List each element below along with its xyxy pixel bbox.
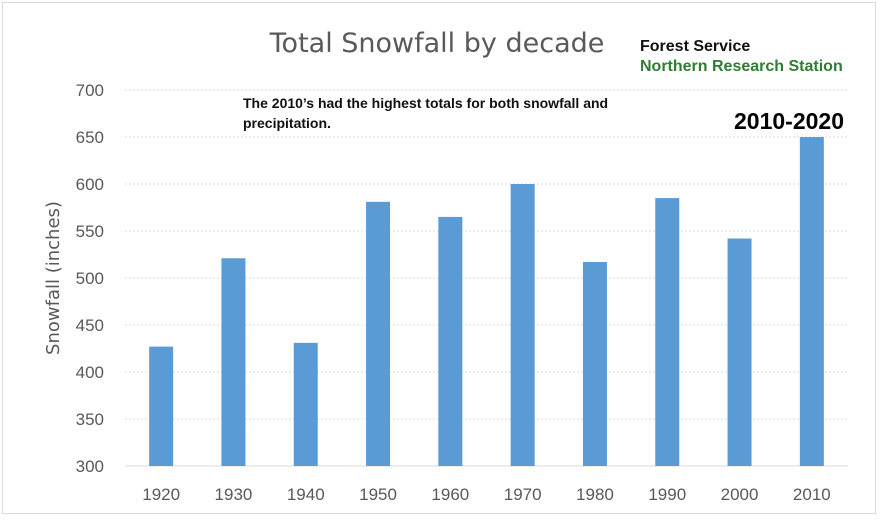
bar-1920 — [149, 346, 174, 466]
x-tick-label-1990: 1990 — [648, 485, 686, 504]
y-tick-label-400: 400 — [76, 363, 104, 382]
source-org-line1: Forest Service — [640, 38, 750, 55]
gridlines — [125, 89, 848, 467]
x-tick-label-1930: 1930 — [215, 485, 253, 504]
y-axis-label: Snowfall (inches) — [43, 201, 64, 355]
x-tick-label-1970: 1970 — [504, 485, 542, 504]
bars — [149, 137, 824, 467]
y-tick-label-500: 500 — [76, 269, 104, 288]
x-tick-label-1940: 1940 — [287, 485, 325, 504]
bar-1970 — [510, 184, 535, 466]
x-tick-labels: 1920 1930 1940 1950 1960 1970 1980 1990 2000 2010 — [142, 485, 831, 504]
bar-1980 — [582, 262, 607, 466]
bar-1930 — [221, 258, 246, 466]
bar-2000 — [727, 238, 752, 466]
x-tick-label-1920: 1920 — [142, 485, 180, 504]
x-tick-label-1980: 1980 — [576, 485, 614, 504]
y-tick-label-450: 450 — [76, 316, 104, 335]
bar-1990 — [655, 198, 680, 466]
x-tick-label-1950: 1950 — [359, 485, 397, 504]
annotation-callout: 2010-2020 — [734, 108, 844, 134]
x-tick-label-2010: 2010 — [793, 485, 831, 504]
source-org-line2: Northern Research Station — [640, 58, 843, 75]
bar-1960 — [438, 216, 463, 466]
x-tick-label-1960: 1960 — [431, 485, 469, 504]
y-tick-label-350: 350 — [76, 410, 104, 429]
y-tick-label-650: 650 — [76, 128, 104, 147]
y-tick-labels: 300 350 400 450 500 550 600 650 700 — [76, 81, 104, 476]
x-tick-label-2000: 2000 — [721, 485, 759, 504]
y-tick-label-300: 300 — [76, 457, 104, 476]
y-tick-label-600: 600 — [76, 175, 104, 194]
annotation-note-line2: precipitation. — [243, 115, 331, 131]
chart-title: Total Snowfall by decade — [269, 28, 605, 59]
bar-1950 — [366, 201, 391, 467]
y-tick-label-550: 550 — [76, 222, 104, 241]
annotation-note-line1: The 2010’s had the highest totals for bo… — [243, 95, 608, 111]
y-tick-label-700: 700 — [76, 81, 104, 100]
bar-2010 — [799, 137, 824, 466]
bar-1940 — [293, 342, 318, 466]
